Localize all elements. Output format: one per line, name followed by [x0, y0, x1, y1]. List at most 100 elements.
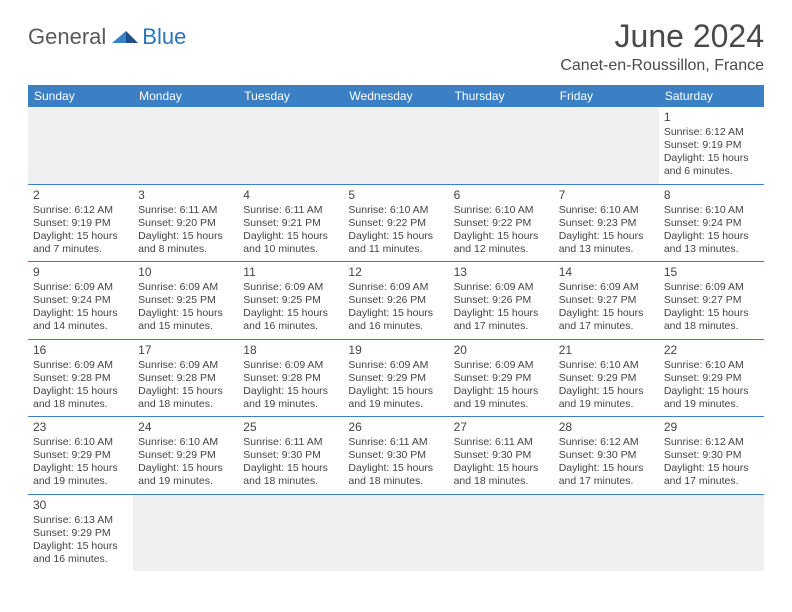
- day-detail: Sunrise: 6:10 AM: [33, 436, 128, 449]
- week-row: 16Sunrise: 6:09 AMSunset: 9:28 PMDayligh…: [28, 340, 764, 418]
- day-cell: 13Sunrise: 6:09 AMSunset: 9:26 PMDayligh…: [449, 262, 554, 339]
- day-detail: Sunrise: 6:12 AM: [559, 436, 654, 449]
- day-cell: 2Sunrise: 6:12 AMSunset: 9:19 PMDaylight…: [28, 185, 133, 262]
- day-detail: Sunrise: 6:09 AM: [243, 281, 338, 294]
- logo-text-general: General: [28, 24, 106, 50]
- date-number: 1: [664, 110, 759, 125]
- day-detail: Sunrise: 6:09 AM: [138, 281, 233, 294]
- blank-cell: [449, 495, 554, 572]
- day-detail: Sunrise: 6:12 AM: [664, 436, 759, 449]
- day-cell: 21Sunrise: 6:10 AMSunset: 9:29 PMDayligh…: [554, 340, 659, 417]
- day-detail: and 16 minutes.: [348, 320, 443, 333]
- month-title: June 2024: [560, 18, 764, 55]
- day-detail: and 6 minutes.: [664, 165, 759, 178]
- day-header: Tuesday: [238, 85, 343, 107]
- day-detail: Daylight: 15 hours: [664, 385, 759, 398]
- day-cell: 30Sunrise: 6:13 AMSunset: 9:29 PMDayligh…: [28, 495, 133, 572]
- week-row: 30Sunrise: 6:13 AMSunset: 9:29 PMDayligh…: [28, 495, 764, 572]
- day-detail: Sunset: 9:29 PM: [348, 372, 443, 385]
- day-detail: Daylight: 15 hours: [454, 230, 549, 243]
- day-header: Wednesday: [343, 85, 448, 107]
- day-cell: 8Sunrise: 6:10 AMSunset: 9:24 PMDaylight…: [659, 185, 764, 262]
- blank-cell: [133, 107, 238, 184]
- day-detail: Daylight: 15 hours: [664, 152, 759, 165]
- day-cell: 14Sunrise: 6:09 AMSunset: 9:27 PMDayligh…: [554, 262, 659, 339]
- day-detail: and 18 minutes.: [454, 475, 549, 488]
- day-detail: Sunrise: 6:11 AM: [243, 204, 338, 217]
- day-detail: and 17 minutes.: [664, 475, 759, 488]
- day-detail: Daylight: 15 hours: [559, 385, 654, 398]
- day-detail: and 16 minutes.: [33, 553, 128, 566]
- day-detail: Sunset: 9:28 PM: [243, 372, 338, 385]
- day-detail: Daylight: 15 hours: [138, 462, 233, 475]
- date-number: 8: [664, 188, 759, 203]
- day-detail: and 11 minutes.: [348, 243, 443, 256]
- day-header: Saturday: [659, 85, 764, 107]
- blank-cell: [343, 495, 448, 572]
- day-cell: 23Sunrise: 6:10 AMSunset: 9:29 PMDayligh…: [28, 417, 133, 494]
- day-detail: and 7 minutes.: [33, 243, 128, 256]
- day-cell: 5Sunrise: 6:10 AMSunset: 9:22 PMDaylight…: [343, 185, 448, 262]
- day-detail: Sunset: 9:25 PM: [138, 294, 233, 307]
- date-number: 24: [138, 420, 233, 435]
- date-number: 29: [664, 420, 759, 435]
- blank-cell: [554, 107, 659, 184]
- day-cell: 25Sunrise: 6:11 AMSunset: 9:30 PMDayligh…: [238, 417, 343, 494]
- day-detail: Sunrise: 6:09 AM: [559, 281, 654, 294]
- day-cell: 26Sunrise: 6:11 AMSunset: 9:30 PMDayligh…: [343, 417, 448, 494]
- day-detail: and 18 minutes.: [138, 398, 233, 411]
- day-detail: and 19 minutes.: [559, 398, 654, 411]
- day-detail: Daylight: 15 hours: [348, 230, 443, 243]
- day-cell: 20Sunrise: 6:09 AMSunset: 9:29 PMDayligh…: [449, 340, 554, 417]
- day-detail: Daylight: 15 hours: [664, 230, 759, 243]
- day-detail: Sunset: 9:27 PM: [664, 294, 759, 307]
- day-detail: Daylight: 15 hours: [138, 230, 233, 243]
- day-cell: 18Sunrise: 6:09 AMSunset: 9:28 PMDayligh…: [238, 340, 343, 417]
- day-detail: Sunset: 9:25 PM: [243, 294, 338, 307]
- day-detail: Sunset: 9:29 PM: [454, 372, 549, 385]
- day-detail: Daylight: 15 hours: [664, 307, 759, 320]
- day-header: Friday: [554, 85, 659, 107]
- day-detail: Sunset: 9:19 PM: [664, 139, 759, 152]
- day-cell: 6Sunrise: 6:10 AMSunset: 9:22 PMDaylight…: [449, 185, 554, 262]
- day-detail: Sunrise: 6:09 AM: [138, 359, 233, 372]
- week-row: 1Sunrise: 6:12 AMSunset: 9:19 PMDaylight…: [28, 107, 764, 185]
- day-detail: Sunset: 9:29 PM: [664, 372, 759, 385]
- day-detail: Daylight: 15 hours: [243, 462, 338, 475]
- day-detail: Sunset: 9:30 PM: [243, 449, 338, 462]
- day-header: Monday: [133, 85, 238, 107]
- date-number: 28: [559, 420, 654, 435]
- date-number: 17: [138, 343, 233, 358]
- date-number: 13: [454, 265, 549, 280]
- day-detail: Sunset: 9:28 PM: [138, 372, 233, 385]
- day-detail: Sunset: 9:22 PM: [454, 217, 549, 230]
- day-detail: Sunrise: 6:11 AM: [138, 204, 233, 217]
- day-detail: and 13 minutes.: [559, 243, 654, 256]
- day-cell: 9Sunrise: 6:09 AMSunset: 9:24 PMDaylight…: [28, 262, 133, 339]
- day-detail: and 10 minutes.: [243, 243, 338, 256]
- day-detail: Sunset: 9:29 PM: [138, 449, 233, 462]
- date-number: 5: [348, 188, 443, 203]
- day-detail: Daylight: 15 hours: [559, 462, 654, 475]
- day-cell: 19Sunrise: 6:09 AMSunset: 9:29 PMDayligh…: [343, 340, 448, 417]
- blank-cell: [238, 495, 343, 572]
- day-detail: Sunrise: 6:09 AM: [454, 281, 549, 294]
- week-row: 2Sunrise: 6:12 AMSunset: 9:19 PMDaylight…: [28, 185, 764, 263]
- day-detail: Daylight: 15 hours: [243, 230, 338, 243]
- day-detail: Sunset: 9:27 PM: [559, 294, 654, 307]
- day-detail: Sunrise: 6:09 AM: [348, 359, 443, 372]
- blank-cell: [133, 495, 238, 572]
- day-detail: Sunset: 9:24 PM: [33, 294, 128, 307]
- day-detail: and 19 minutes.: [243, 398, 338, 411]
- blank-cell: [28, 107, 133, 184]
- blank-cell: [554, 495, 659, 572]
- day-cell: 24Sunrise: 6:10 AMSunset: 9:29 PMDayligh…: [133, 417, 238, 494]
- day-cell: 12Sunrise: 6:09 AMSunset: 9:26 PMDayligh…: [343, 262, 448, 339]
- day-detail: Daylight: 15 hours: [33, 385, 128, 398]
- day-detail: Sunrise: 6:10 AM: [559, 204, 654, 217]
- day-detail: Sunrise: 6:11 AM: [348, 436, 443, 449]
- day-detail: Daylight: 15 hours: [348, 385, 443, 398]
- day-detail: and 12 minutes.: [454, 243, 549, 256]
- date-number: 23: [33, 420, 128, 435]
- date-number: 14: [559, 265, 654, 280]
